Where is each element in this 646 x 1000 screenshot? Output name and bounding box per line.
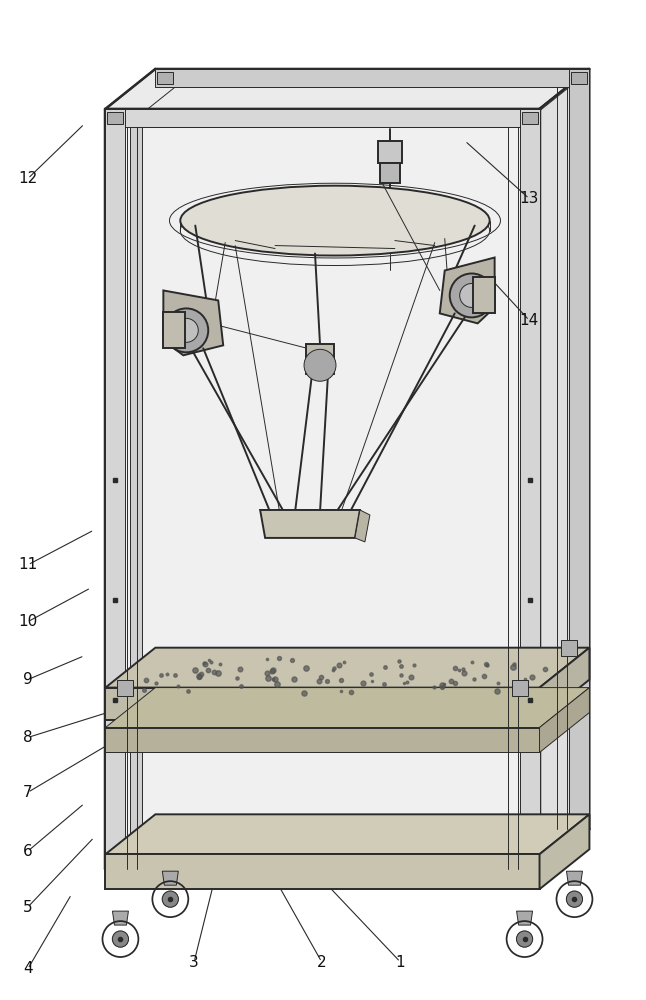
Circle shape xyxy=(460,283,484,307)
FancyBboxPatch shape xyxy=(306,344,334,374)
Polygon shape xyxy=(162,871,178,885)
Polygon shape xyxy=(155,69,589,87)
Text: 6: 6 xyxy=(23,844,33,859)
Text: 7: 7 xyxy=(23,785,32,800)
Polygon shape xyxy=(539,69,589,869)
Text: 12: 12 xyxy=(18,171,37,186)
Polygon shape xyxy=(105,688,589,728)
Polygon shape xyxy=(539,648,589,720)
Text: 5: 5 xyxy=(23,900,32,915)
Circle shape xyxy=(517,931,533,947)
Text: 3: 3 xyxy=(189,955,199,970)
Polygon shape xyxy=(163,290,224,355)
FancyBboxPatch shape xyxy=(473,277,495,313)
Ellipse shape xyxy=(180,186,490,256)
FancyBboxPatch shape xyxy=(521,112,537,124)
Circle shape xyxy=(112,931,129,947)
Circle shape xyxy=(567,891,583,907)
FancyBboxPatch shape xyxy=(561,640,578,656)
Text: 10: 10 xyxy=(18,614,37,629)
Circle shape xyxy=(450,273,494,317)
Polygon shape xyxy=(130,127,142,869)
Text: 14: 14 xyxy=(519,313,539,328)
Polygon shape xyxy=(105,648,589,688)
Text: 9: 9 xyxy=(23,672,33,687)
Circle shape xyxy=(304,349,336,381)
Text: 8: 8 xyxy=(23,730,32,745)
Polygon shape xyxy=(105,854,539,889)
Polygon shape xyxy=(570,69,589,829)
FancyBboxPatch shape xyxy=(512,680,528,696)
Polygon shape xyxy=(539,688,589,752)
Text: 13: 13 xyxy=(519,191,539,206)
Circle shape xyxy=(174,318,198,342)
Polygon shape xyxy=(519,109,539,869)
FancyBboxPatch shape xyxy=(158,72,173,84)
FancyBboxPatch shape xyxy=(163,312,185,348)
FancyBboxPatch shape xyxy=(107,112,123,124)
FancyBboxPatch shape xyxy=(378,141,402,163)
FancyBboxPatch shape xyxy=(118,680,134,696)
Polygon shape xyxy=(105,728,539,752)
Polygon shape xyxy=(112,911,129,925)
Text: 1: 1 xyxy=(395,955,405,970)
Circle shape xyxy=(164,308,208,352)
Polygon shape xyxy=(105,109,125,869)
Polygon shape xyxy=(105,109,539,869)
Polygon shape xyxy=(440,258,495,323)
Text: 11: 11 xyxy=(18,557,37,572)
Polygon shape xyxy=(105,814,589,854)
Polygon shape xyxy=(105,109,539,127)
Text: 4: 4 xyxy=(23,961,32,976)
Polygon shape xyxy=(567,871,583,885)
Polygon shape xyxy=(539,814,589,889)
FancyBboxPatch shape xyxy=(380,163,400,183)
Polygon shape xyxy=(517,911,532,925)
Circle shape xyxy=(162,891,178,907)
Text: 2: 2 xyxy=(317,955,326,970)
Polygon shape xyxy=(105,69,589,109)
Polygon shape xyxy=(260,510,360,538)
Polygon shape xyxy=(355,510,370,542)
FancyBboxPatch shape xyxy=(572,72,587,84)
Polygon shape xyxy=(105,688,539,720)
